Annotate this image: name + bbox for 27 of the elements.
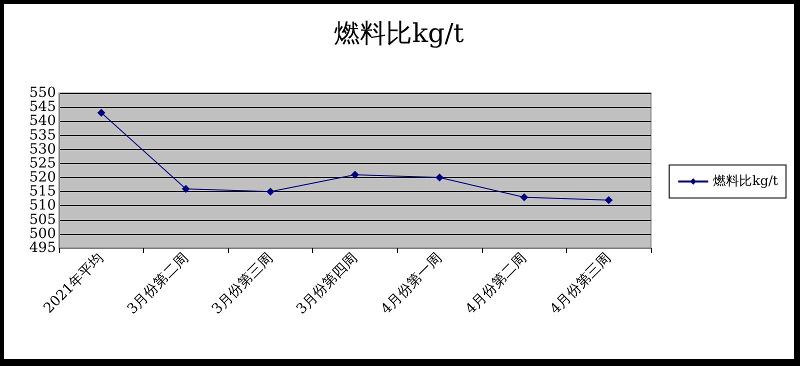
- point: [520, 193, 528, 202]
- point: [97, 108, 106, 117]
- y-tick-label: 495: [29, 240, 56, 256]
- x-tick-label: 3月份第四周: [294, 250, 361, 318]
- legend-label: 燃料比kg/t: [713, 174, 779, 189]
- y-tick-label: 515: [29, 184, 56, 200]
- y-tick-label: 525: [29, 155, 56, 172]
- point: [351, 170, 359, 179]
- y-tick-label: 540: [29, 113, 56, 130]
- y-tick-label: 530: [29, 141, 56, 158]
- y-tick-label: 520: [29, 170, 56, 186]
- y-tick-label: 505: [29, 212, 56, 228]
- x-tick-label: 3月份第二周: [124, 250, 192, 318]
- chart-title: 燃料比kg/t: [334, 19, 464, 49]
- x-tick-label: 3月份第三周: [208, 250, 276, 318]
- point: [266, 188, 274, 196]
- y-tick-label: 510: [29, 198, 56, 214]
- point: [436, 174, 444, 182]
- x-tick-label: 4月份第二周: [462, 250, 530, 318]
- y-tick-label: 500: [29, 226, 56, 242]
- y-tick-label: 545: [29, 99, 56, 116]
- point: [182, 184, 190, 193]
- y-tick-label: 535: [29, 127, 56, 144]
- x-tick-label: 4月份第一周: [378, 250, 446, 318]
- point: [604, 196, 613, 204]
- x-tick-label: 4月份第三周: [547, 250, 614, 318]
- y-tick-label: 550: [29, 85, 56, 101]
